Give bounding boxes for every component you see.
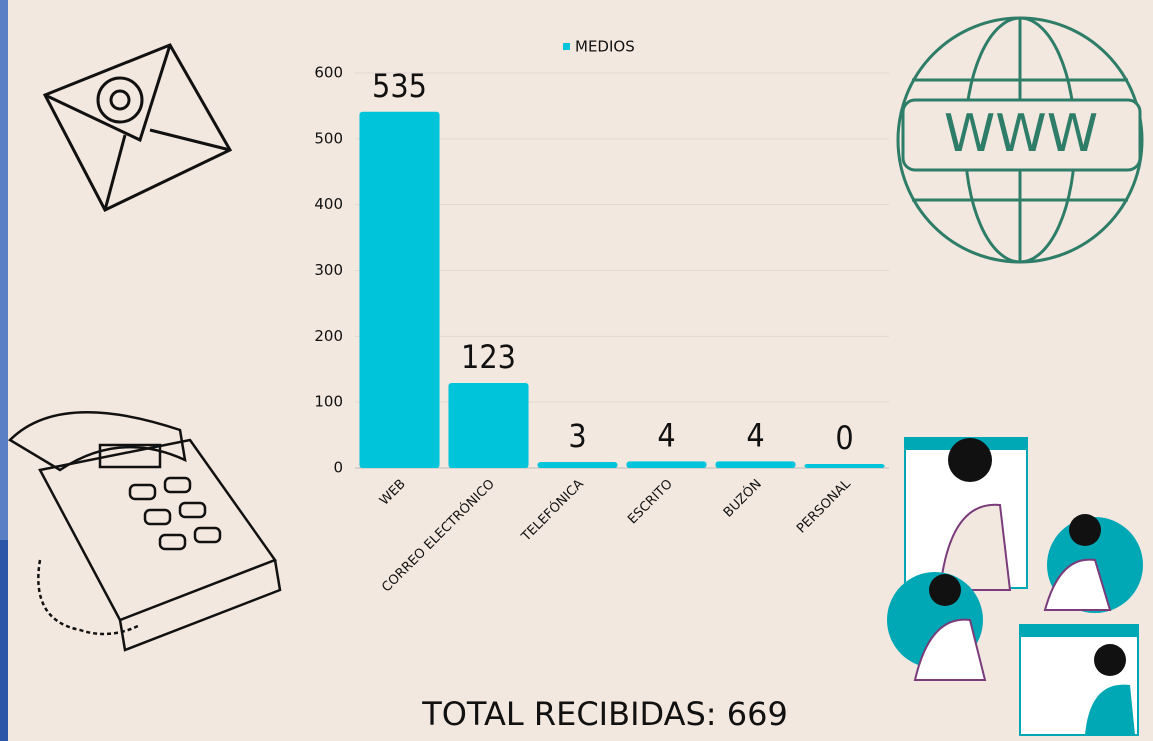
bar <box>626 461 707 468</box>
globe-icon: WWW <box>896 16 1144 264</box>
value-label: 535 <box>372 67 427 105</box>
bar <box>537 462 618 468</box>
y-tick-label: 500 <box>314 129 343 147</box>
legend-label: MEDIOS <box>575 38 635 56</box>
value-label: 3 <box>568 417 586 455</box>
y-tick-label: 100 <box>314 393 343 411</box>
y-tick-label: 600 <box>314 64 343 82</box>
envelope-icon <box>42 43 233 212</box>
y-tick-label: 300 <box>314 261 343 279</box>
y-tick-label: 400 <box>314 195 343 213</box>
value-label: 4 <box>657 416 675 454</box>
edge-strip <box>0 540 8 741</box>
value-label: 0 <box>835 419 853 457</box>
phone-icon <box>7 410 282 652</box>
bar <box>804 464 885 468</box>
bar <box>359 111 440 469</box>
bar <box>448 383 529 468</box>
y-tick-label: 200 <box>314 327 343 345</box>
footer-total: TOTAL RECIBIDAS: 669 <box>421 695 788 733</box>
value-label: 4 <box>746 416 764 454</box>
value-label: 123 <box>461 338 516 376</box>
svg-text:WWW: WWW <box>944 104 1098 164</box>
y-tick-label: 0 <box>333 459 343 477</box>
edge-strip <box>0 0 8 540</box>
people-illustration <box>887 437 1143 736</box>
legend-swatch <box>563 43 570 50</box>
bar <box>715 461 796 468</box>
